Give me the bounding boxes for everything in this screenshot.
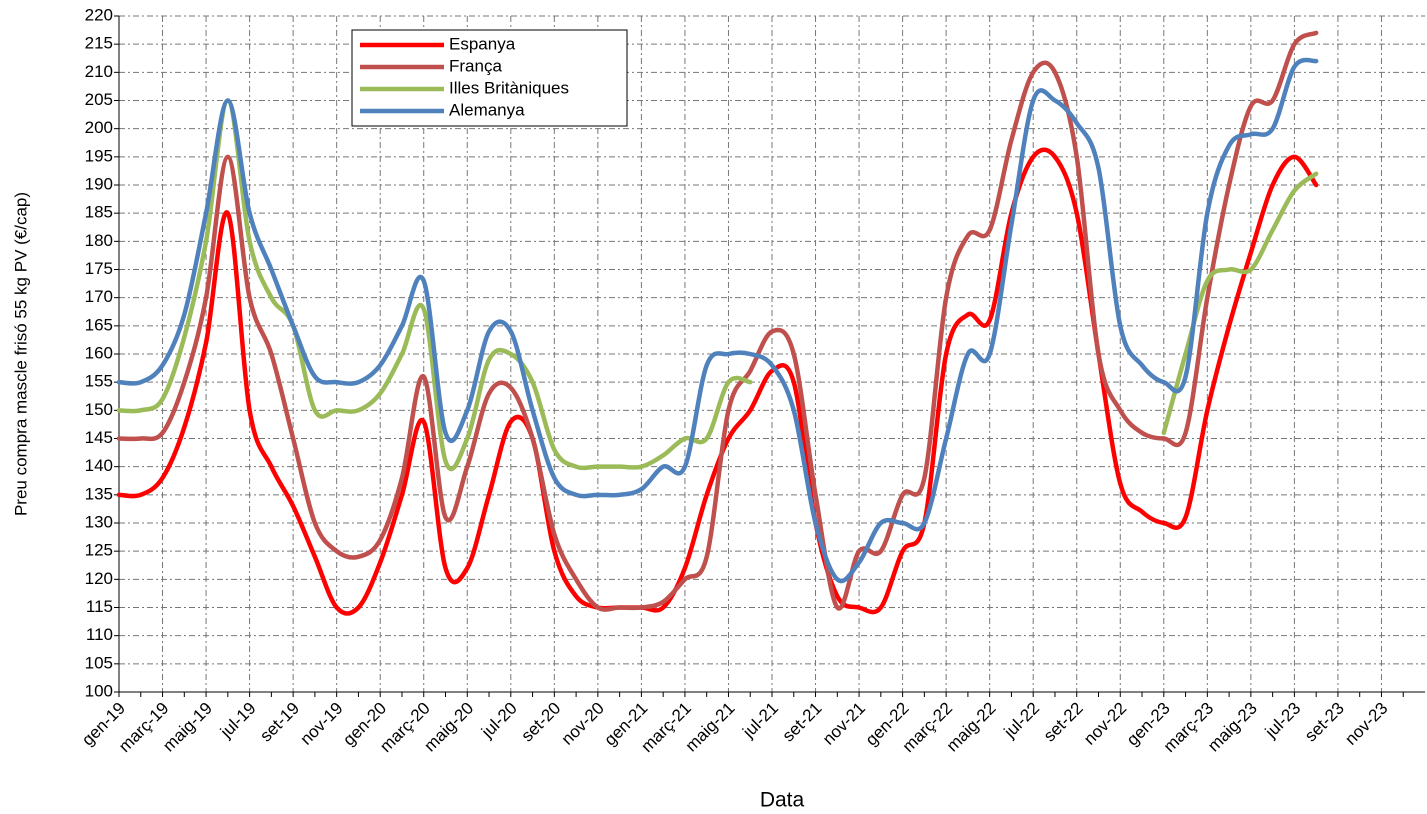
line-series [116, 30, 1319, 612]
y-tick-label: 150 [85, 400, 113, 419]
x-tick-label: set-23 [1301, 699, 1348, 746]
x-tick-label: nov-22 [1080, 699, 1130, 749]
y-tick-label: 180 [85, 231, 113, 250]
x-tick-label: maig-23 [1204, 699, 1261, 756]
x-tick-label: jul-23 [1261, 699, 1305, 743]
x-tick-label: set-19 [256, 699, 303, 746]
x-tick-label: jul-22 [1000, 699, 1044, 743]
y-tick-label: 220 [85, 5, 113, 24]
y-tick-label: 195 [85, 146, 113, 165]
y-tick-label: 100 [85, 681, 113, 700]
line-series [116, 57, 1319, 584]
y-tick-label: 155 [85, 372, 113, 391]
x-tick-label: set-22 [1040, 699, 1087, 746]
x-tick-label: jul-19 [216, 699, 260, 743]
legend-label: Alemanya [449, 100, 525, 119]
x-tick-label: jul-20 [477, 699, 521, 743]
x-tick-label: jul-21 [738, 699, 782, 743]
x-tick-label: maig-20 [420, 699, 477, 756]
y-axis-title: Preu compra mascle frisó 55 kg PV (€/cap… [11, 192, 30, 516]
y-tick-label: 110 [86, 625, 113, 644]
y-tick-label: 190 [85, 174, 113, 193]
x-tick-label: nov-20 [558, 699, 608, 749]
y-tick-label: 175 [85, 259, 113, 278]
y-tick-label: 185 [85, 203, 113, 222]
x-tick-label: nov-23 [1341, 699, 1391, 749]
y-tick-label: 170 [85, 287, 113, 306]
legend-label: Espanya [449, 34, 516, 53]
x-tick-label: maig-19 [159, 699, 216, 756]
line-series [116, 147, 1319, 616]
y-tick-label: 145 [85, 428, 113, 447]
x-tick-label: maig-22 [943, 699, 1000, 756]
x-axis-title: Data [760, 789, 805, 812]
y-tick-label: 105 [85, 653, 113, 672]
x-tick-label: nov-21 [819, 699, 869, 749]
legend-label: Illes Britàniques [449, 78, 569, 97]
y-tick-label: 165 [85, 315, 113, 334]
line-series [116, 98, 1319, 472]
y-tick-label: 130 [85, 512, 113, 531]
y-tick-label: 205 [85, 90, 113, 109]
legend-label: França [449, 56, 502, 75]
x-tick-label: maig-21 [682, 699, 739, 756]
y-tick-label: 115 [86, 597, 113, 616]
y-tick-label: 215 [85, 34, 113, 53]
x-tick-label: set-20 [517, 699, 564, 746]
y-tick-label: 160 [85, 343, 113, 362]
x-tick-label: nov-19 [296, 699, 346, 749]
y-tick-label: 200 [85, 118, 113, 137]
y-tick-label: 120 [85, 569, 113, 588]
y-tick-label: 210 [85, 62, 113, 81]
y-tick-label: 135 [85, 484, 113, 503]
y-tick-label: 140 [85, 456, 113, 475]
x-tick-label: set-21 [779, 699, 826, 746]
y-tick-label: 125 [85, 541, 113, 560]
